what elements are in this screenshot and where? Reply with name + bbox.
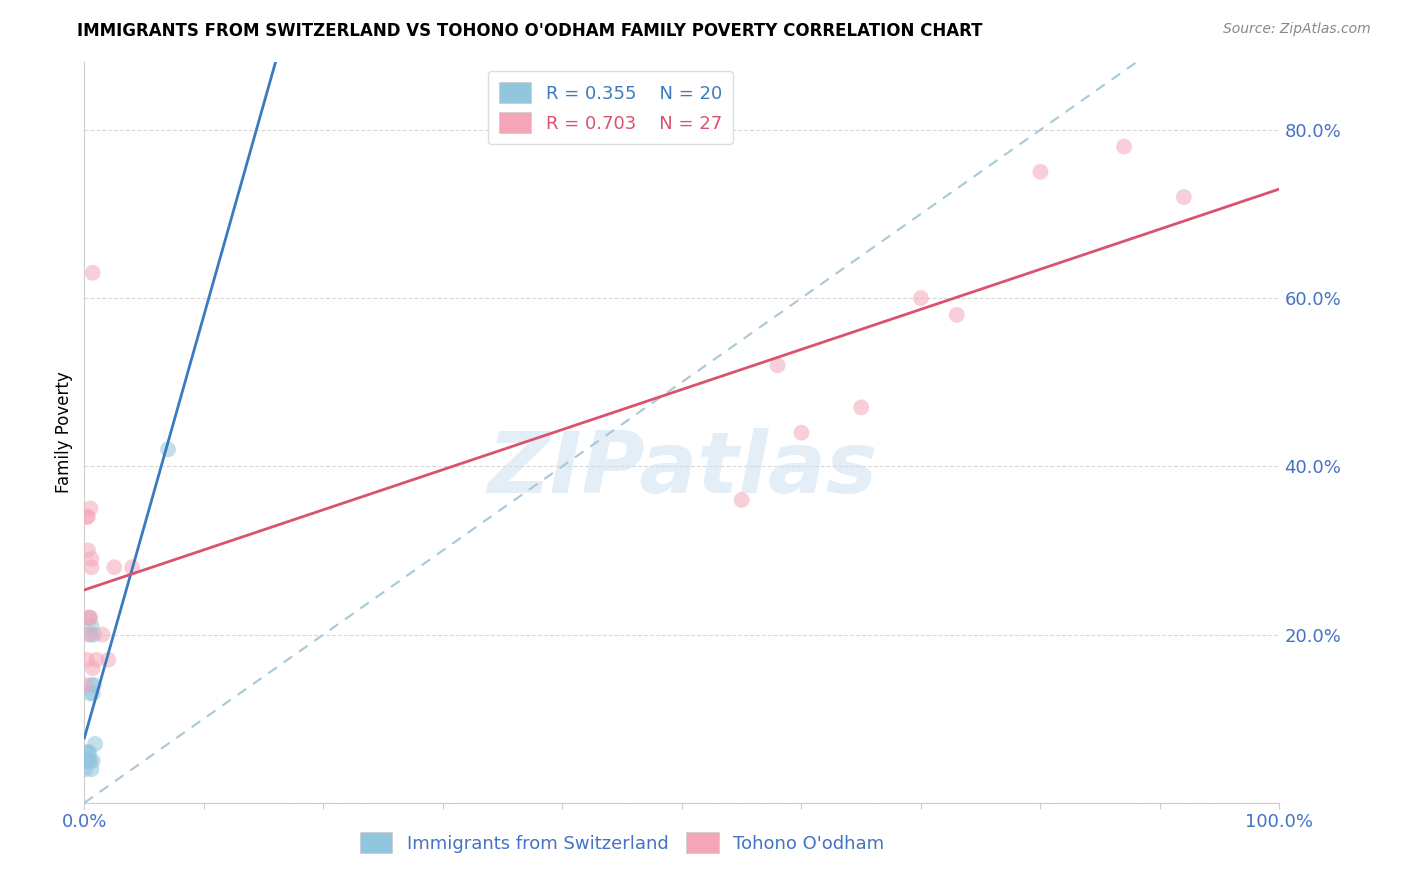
Point bbox=[79, 501, 101, 516]
Point bbox=[851, 401, 873, 415]
Point bbox=[79, 754, 101, 768]
Point bbox=[76, 509, 98, 524]
Text: IMMIGRANTS FROM SWITZERLAND VS TOHONO O'ODHAM FAMILY POVERTY CORRELATION CHART: IMMIGRANTS FROM SWITZERLAND VS TOHONO O'… bbox=[77, 22, 983, 40]
Point bbox=[83, 678, 105, 692]
Point bbox=[77, 745, 100, 759]
Point bbox=[82, 686, 104, 700]
Y-axis label: Family Poverty: Family Poverty bbox=[55, 372, 73, 493]
Point bbox=[86, 653, 108, 667]
Point bbox=[77, 610, 100, 624]
Point bbox=[80, 762, 103, 776]
Point bbox=[910, 291, 932, 305]
Point bbox=[946, 308, 969, 322]
Point bbox=[79, 627, 101, 641]
Point bbox=[79, 686, 101, 700]
Point bbox=[77, 509, 100, 524]
Point bbox=[91, 627, 114, 641]
Point bbox=[80, 619, 103, 633]
Point bbox=[76, 653, 98, 667]
Point bbox=[77, 745, 100, 759]
Point bbox=[1114, 139, 1136, 153]
Point bbox=[82, 266, 104, 280]
Text: ZIPatlas: ZIPatlas bbox=[486, 428, 877, 511]
Point bbox=[80, 551, 103, 566]
Point bbox=[76, 754, 98, 768]
Point bbox=[1029, 165, 1052, 179]
Point bbox=[77, 543, 100, 558]
Legend: Immigrants from Switzerland, Tohono O'odham: Immigrants from Switzerland, Tohono O'od… bbox=[353, 825, 891, 861]
Point bbox=[82, 754, 104, 768]
Point bbox=[80, 678, 103, 692]
Point bbox=[77, 627, 100, 641]
Text: Source: ZipAtlas.com: Source: ZipAtlas.com bbox=[1223, 22, 1371, 37]
Point bbox=[75, 762, 97, 776]
Point bbox=[157, 442, 180, 457]
Point bbox=[766, 359, 789, 373]
Point bbox=[83, 627, 105, 641]
Point bbox=[103, 560, 125, 574]
Point bbox=[790, 425, 813, 440]
Point bbox=[77, 754, 100, 768]
Point bbox=[79, 610, 101, 624]
Point bbox=[731, 492, 754, 507]
Point bbox=[76, 745, 98, 759]
Point bbox=[97, 653, 120, 667]
Point bbox=[77, 610, 100, 624]
Point bbox=[77, 754, 100, 768]
Point bbox=[121, 560, 143, 574]
Point bbox=[82, 661, 104, 675]
Point bbox=[84, 737, 107, 751]
Point bbox=[80, 560, 103, 574]
Point bbox=[1173, 190, 1195, 204]
Point bbox=[75, 678, 97, 692]
